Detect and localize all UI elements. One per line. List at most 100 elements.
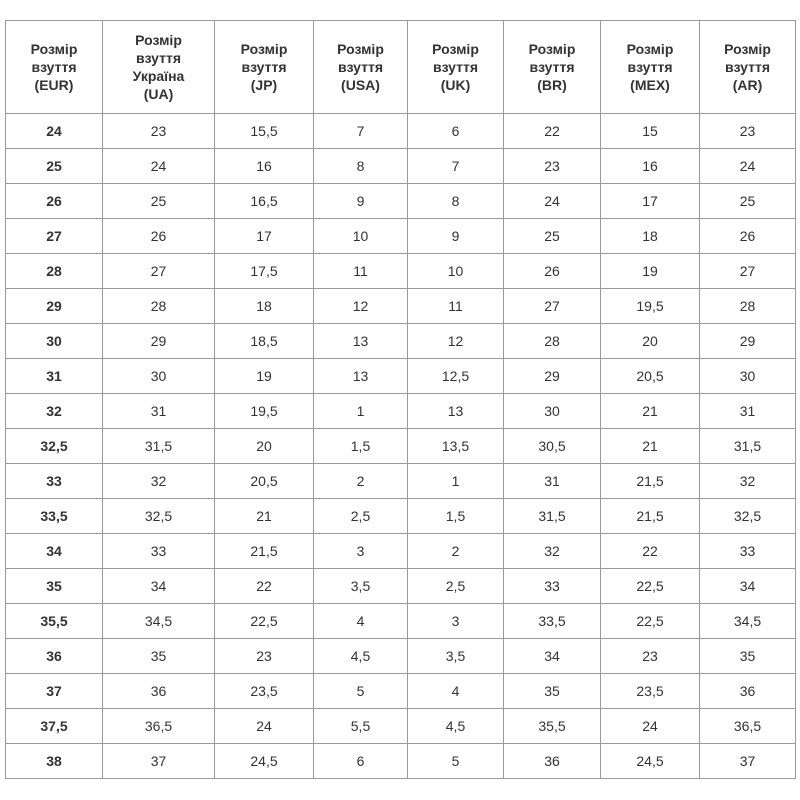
- size-cell: 31: [503, 463, 601, 499]
- header-line: Розмір: [626, 41, 674, 57]
- size-cell: 37: [699, 743, 796, 779]
- size-cell: 35: [699, 638, 796, 674]
- table-row: 37 36 23,5 5 4 35 23,5 36: [5, 673, 796, 709]
- eur-size-cell: 31: [5, 358, 103, 394]
- size-cell: 9: [313, 183, 408, 219]
- size-cell: 17: [600, 183, 700, 219]
- size-cell: 28: [102, 288, 215, 324]
- size-cell: 10: [407, 253, 504, 289]
- size-cell: 33,5: [503, 603, 601, 639]
- size-cell: 28: [699, 288, 796, 324]
- size-cell: 28: [503, 323, 601, 359]
- size-cell: 23: [214, 638, 314, 674]
- size-cell: 19: [600, 253, 700, 289]
- size-cell: 12: [313, 288, 408, 324]
- size-cell: 34: [503, 638, 601, 674]
- size-cell: 27: [503, 288, 601, 324]
- size-cell: 24: [503, 183, 601, 219]
- size-cell: 32: [102, 463, 215, 499]
- size-cell: 1: [313, 393, 408, 429]
- size-cell: 20,5: [600, 358, 700, 394]
- column-header: Розмір взуття (MEX): [600, 20, 700, 114]
- header-line: взуття: [627, 59, 673, 75]
- size-cell: 25: [102, 183, 215, 219]
- size-cell: 32: [699, 463, 796, 499]
- size-cell: 4,5: [313, 638, 408, 674]
- header-line: Розмір: [240, 41, 288, 57]
- size-cell: 31,5: [102, 428, 215, 464]
- column-header: Розмір взуття (BR): [503, 20, 601, 114]
- size-cell: 33: [503, 568, 601, 604]
- size-cell: 19,5: [600, 288, 700, 324]
- table-row: 35 34 22 3,5 2,5 33 22,5 34: [5, 568, 796, 604]
- size-cell: 18: [600, 218, 700, 254]
- size-cell: 13: [313, 323, 408, 359]
- header-line: Розмір: [30, 41, 78, 57]
- size-cell: 8: [313, 148, 408, 184]
- table-row: 33 32 20,5 2 1 31 21,5 32: [5, 463, 796, 499]
- size-cell: 31,5: [699, 428, 796, 464]
- size-cell: 2,5: [313, 498, 408, 534]
- size-cell: 6: [313, 743, 408, 779]
- table-row: 24 23 15,5 7 6 22 15 23: [5, 113, 796, 149]
- size-cell: 27: [699, 253, 796, 289]
- size-cell: 20,5: [214, 463, 314, 499]
- size-cell: 24,5: [214, 743, 314, 779]
- table-row: 38 37 24,5 6 5 36 24,5 37: [5, 743, 796, 779]
- eur-size-cell: 27: [5, 218, 103, 254]
- size-cell: 29: [102, 323, 215, 359]
- shoe-size-table: Розмір взуття (EUR) Розмір взуття Україна (UA)…: [5, 20, 796, 779]
- table-row: 36 35 23 4,5 3,5 34 23 35: [5, 638, 796, 674]
- size-cell: 11: [407, 288, 504, 324]
- table-row: 26 25 16,5 9 8 24 17 25: [5, 183, 796, 219]
- eur-size-cell: 29: [5, 288, 103, 324]
- size-cell: 16: [600, 148, 700, 184]
- size-cell: 21,5: [214, 533, 314, 569]
- size-cell: 36: [102, 673, 215, 709]
- header-line: взуття: [724, 59, 771, 75]
- header-line: Україна: [132, 68, 185, 84]
- size-cell: 19: [214, 358, 314, 394]
- size-cell: 27: [102, 253, 215, 289]
- size-cell: 18,5: [214, 323, 314, 359]
- header-line: (UA): [143, 86, 174, 102]
- size-cell: 22,5: [600, 603, 700, 639]
- table-row: 25 24 16 8 7 23 16 24: [5, 148, 796, 184]
- size-cell: 20: [214, 428, 314, 464]
- column-header: Розмір взуття (AR): [699, 20, 796, 114]
- size-cell: 24: [102, 148, 215, 184]
- size-cell: 29: [699, 323, 796, 359]
- size-cell: 31: [102, 393, 215, 429]
- size-cell: 35: [503, 673, 601, 709]
- header-line: Розмір: [135, 32, 182, 48]
- eur-size-cell: 35,5: [5, 603, 103, 639]
- size-cell: 21,5: [600, 498, 700, 534]
- size-cell: 13: [313, 358, 408, 394]
- size-cell: 22,5: [600, 568, 700, 604]
- header-line: Розмір: [432, 41, 479, 57]
- size-cell: 16,5: [214, 183, 314, 219]
- size-cell: 22: [214, 568, 314, 604]
- eur-size-cell: 33: [5, 463, 103, 499]
- size-cell: 19,5: [214, 393, 314, 429]
- size-cell: 30,5: [503, 428, 601, 464]
- header-line: Розмір: [724, 41, 771, 57]
- size-cell: 12,5: [407, 358, 504, 394]
- size-cell: 23: [503, 148, 601, 184]
- header-line: (UK): [440, 77, 471, 93]
- eur-size-cell: 37,5: [5, 708, 103, 744]
- header-line: взуття: [337, 59, 384, 75]
- size-cell: 4,5: [407, 708, 504, 744]
- size-cell: 1,5: [313, 428, 408, 464]
- eur-size-cell: 30: [5, 323, 103, 359]
- table-row: 27 26 17 10 9 25 18 26: [5, 218, 796, 254]
- size-cell: 24: [600, 708, 700, 744]
- size-cell: 13: [407, 393, 504, 429]
- table-row: 32 31 19,5 1 13 30 21 31: [5, 393, 796, 429]
- size-cell: 11: [313, 253, 408, 289]
- size-cell: 34: [699, 568, 796, 604]
- size-cell: 4: [313, 603, 408, 639]
- size-cell: 36: [699, 673, 796, 709]
- size-cell: 15: [600, 113, 700, 149]
- size-cell: 22,5: [214, 603, 314, 639]
